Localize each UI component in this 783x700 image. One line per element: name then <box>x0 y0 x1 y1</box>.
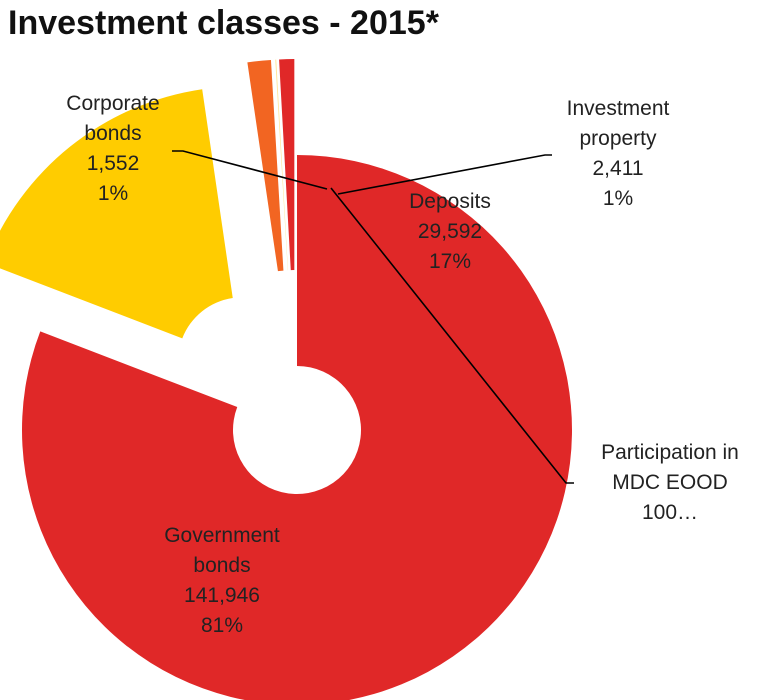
pie-slice-corporate-bonds <box>279 59 295 271</box>
data-label-corporate-bonds: Corporate bonds 1,552 1% <box>66 92 159 205</box>
leader-line-participation-mdc <box>330 187 574 484</box>
data-label-investment-property: Investment property 2,411 1% <box>567 97 670 210</box>
pie-slice-investment-property <box>247 59 284 272</box>
pie-slice-government-bonds <box>22 155 572 700</box>
data-label-government-bonds: Government bonds 141,946 81% <box>164 524 280 637</box>
leader-line-corporate-bonds <box>172 150 328 190</box>
data-label-participation-mdc: Participation in MDC EOOD 100… <box>601 441 739 524</box>
data-label-deposits: Deposits 29,592 17% <box>409 190 491 273</box>
leader-line-investment-property <box>337 154 552 195</box>
pie-slice-participation-mdc <box>275 59 288 271</box>
chart-title: Investment classes - 2015* <box>8 4 439 42</box>
